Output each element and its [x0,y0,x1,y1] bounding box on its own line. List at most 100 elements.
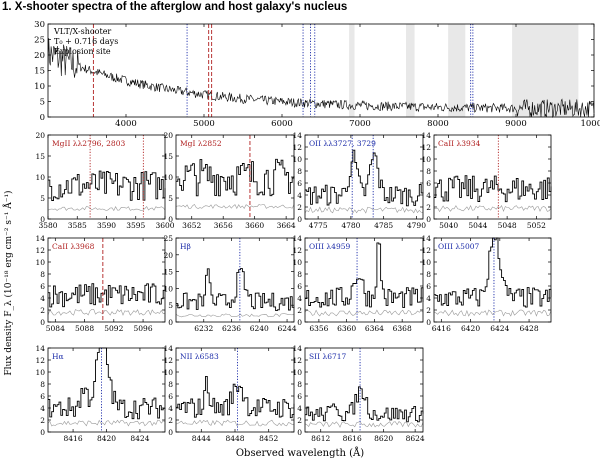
x-tick-label: 8424 [130,434,149,443]
x-tick-label: 3664 [277,221,296,230]
y-tick-label: 20 [163,251,173,260]
y-tick-label: 10 [34,82,45,92]
error-trace [47,205,166,212]
error-trace [47,419,166,427]
y-tick-label: 14 [35,234,45,243]
spectrum-trace [305,242,424,308]
x-tick-label: 5048 [498,221,517,230]
x-tick-label: 5040 [439,221,458,230]
error-trace [304,421,424,428]
y-tick-label: 4 [40,294,45,303]
y-tick-label: 20 [35,131,45,140]
y-tick-label: 10 [163,368,173,377]
x-tick-label: 4780 [341,221,360,230]
panel-label: OII λλ3727, 3729 [309,139,376,148]
x-tick-label: 3590 [97,221,116,230]
y-tick-label: 12 [292,143,302,152]
y-tick-label: 8 [297,270,302,279]
x-tick-label: 8416 [64,434,83,443]
x-tick-label: 6356 [309,324,328,333]
y-tick-label: 12 [163,356,173,365]
x-tick-label: 4775 [309,221,328,230]
x-tick-label: 8452 [259,434,278,443]
y-tick-label: 0 [426,215,431,224]
panel-label: CaII λ3934 [438,139,481,148]
x-tick-label: 3660 [245,221,264,230]
y-tick-label: 10 [421,258,431,267]
x-tick-label: 6244 [278,324,297,333]
y-tick-label: 4 [426,191,431,200]
telluric-band [349,24,355,117]
x-tick-label: 8444 [192,434,211,443]
error-trace [433,204,552,213]
x-tick-label: 6428 [520,324,539,333]
y-tick-label: 0 [40,318,45,327]
error-trace [175,419,295,427]
panel-label: OIII λ5007 [438,242,479,251]
x-tick-label: 7000 [349,119,371,129]
y-tick-label: 12 [421,246,431,255]
zoom-panel-3: 4775 4780 4785 4790 0 2 4 6 8 10 12 14 OII λλ3727, 3… [292,131,426,230]
y-tick-label: 2 [426,203,431,212]
y-tick-label: 12 [35,246,45,255]
y-tick-label: 2 [297,306,302,315]
zoom-panel-9: 8416 8420 8424 0 2 4 6 8 10 12 14 Hα [35,344,166,443]
zoom-panel-6: 6232 6236 6240 6244 0 5 10 15 20 25 Hβ [163,234,296,333]
y-tick-label: 10 [163,173,173,182]
panel-label: Hα [52,352,64,361]
legend-entry: Explosion site [54,47,111,56]
x-tick-label: 6368 [393,324,412,333]
panel-frame [433,237,552,323]
x-tick-label: 8448 [225,434,244,443]
error-trace [304,309,424,317]
y-tick-label: 8 [40,270,45,279]
y-tick-label: 0 [40,215,45,224]
panel-frame [304,237,424,323]
error-trace [304,206,424,214]
y-tick-label: 6 [426,179,431,188]
spectrum-trace [48,170,166,201]
x-tick-label: 5092 [104,324,123,333]
y-tick-label: 25 [34,36,45,46]
y-tick-label: 6 [168,392,173,401]
x-tick-label: 6000 [271,119,293,129]
spectrum-trace [176,375,295,419]
x-tick-label: 5000 [193,119,215,129]
y-tick-label: 2 [297,416,302,425]
y-tick-label: 5 [40,98,45,108]
y-tick-label: 15 [163,152,173,161]
panel-frame [47,237,166,323]
x-tick-label: 6364 [365,324,384,333]
spectrum-trace [47,38,595,119]
y-tick-label: 0 [168,318,173,327]
legend-entry: T₀ + 0.716 days [54,37,118,46]
x-tick-label: 6240 [250,324,269,333]
x-tick-label: 6424 [490,324,509,333]
panel-label: MgII λλ2796, 2803 [52,139,125,148]
y-tick-label: 20 [163,131,173,140]
panel-label: CaII λ3968 [52,242,95,251]
panel-frame [433,134,552,220]
x-tick-label: 8620 [374,434,393,443]
x-tick-label: 3585 [68,221,87,230]
zoom-panel-11: 8612 8616 8620 8624 0 2 4 6 8 10 12 14 SII λ6717 [292,344,424,443]
y-tick-label: 25 [163,234,173,243]
y-tick-label: 14 [163,344,173,353]
y-tick-label: 14 [292,234,302,243]
x-tick-label: 4790 [407,221,426,230]
panel-frame [175,237,295,323]
x-tick-label: 3656 [214,221,233,230]
x-tick-label: 4000 [115,119,137,129]
y-tick-label: 2 [168,416,173,425]
figure-heading: 1. X-shooter spectra of the afterglow an… [2,1,348,13]
spectrum-trace [176,268,295,312]
telluric-band [448,24,466,117]
x-tick-label: 8000 [427,119,449,129]
x-tick-label: 6232 [194,324,213,333]
y-tick-label: 4 [40,404,45,413]
error-trace [47,309,166,316]
y-tick-label: 15 [34,67,45,77]
panel-label: NII λ6583 [180,352,219,361]
